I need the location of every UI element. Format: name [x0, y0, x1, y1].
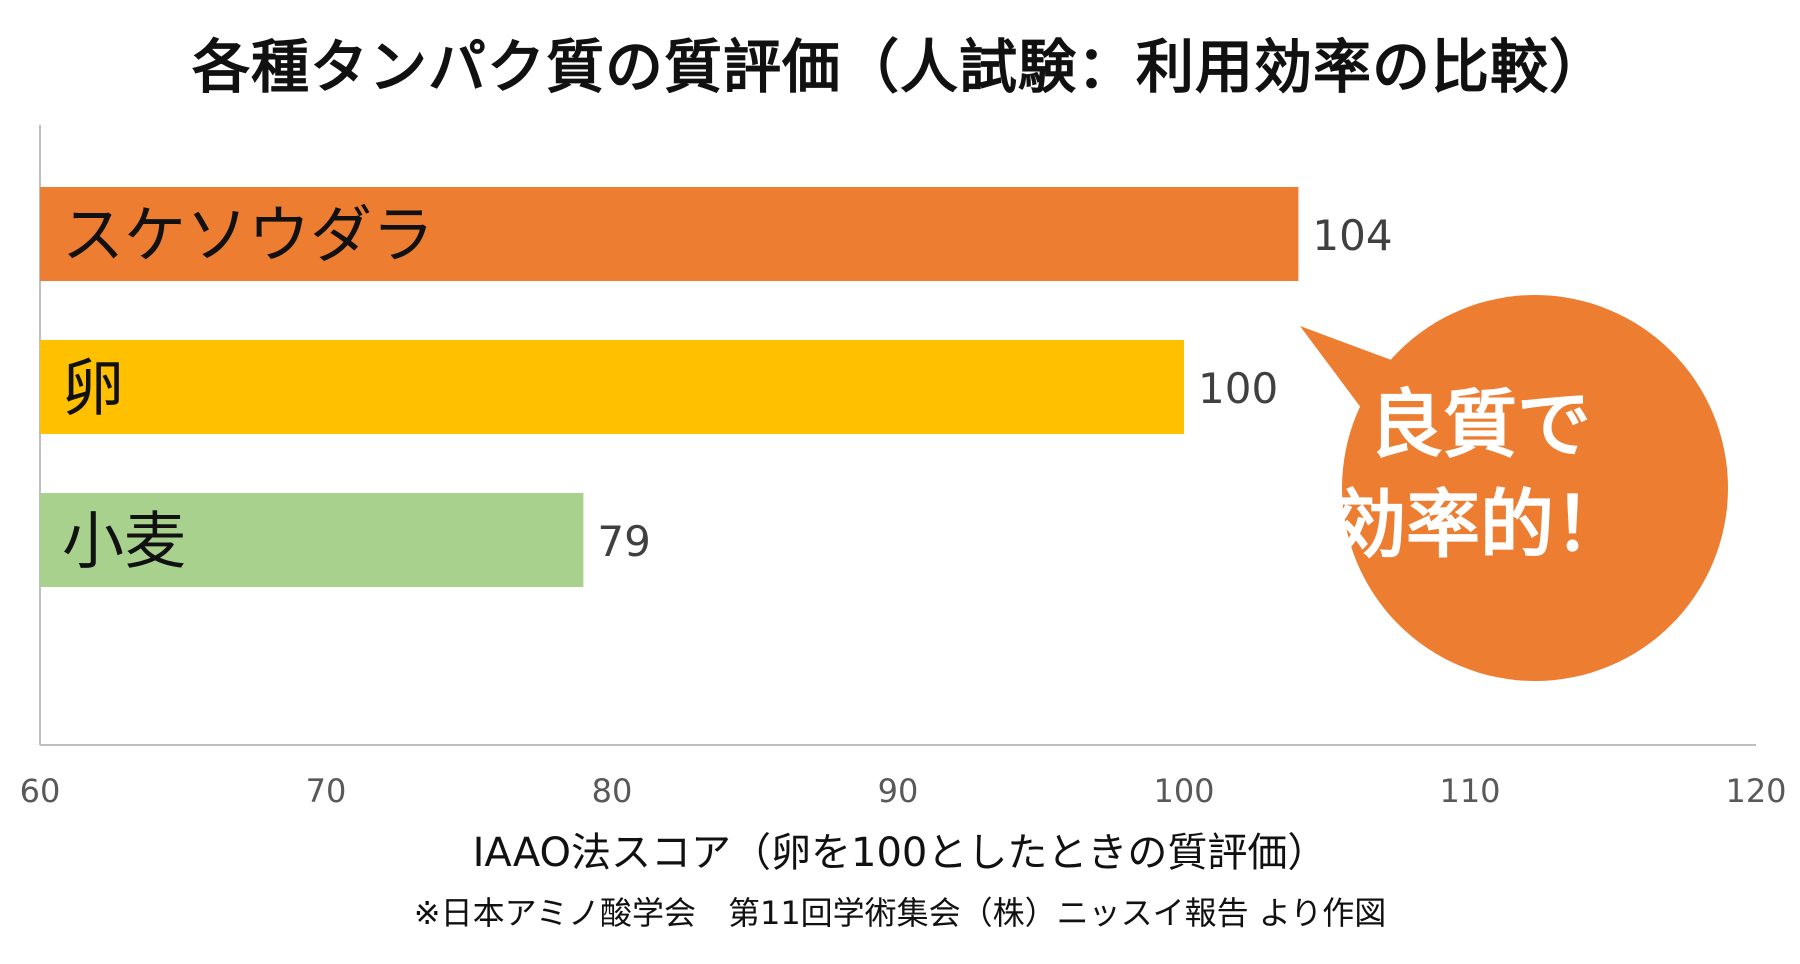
bar-0 [40, 187, 1299, 281]
x-tick-label-3: 90 [878, 772, 919, 810]
data-label-1: 100 [1198, 364, 1278, 413]
x-tick-label-4: 100 [1153, 772, 1214, 810]
category-label-2: 小麦 [62, 504, 186, 577]
callout-bubble-circle [1342, 295, 1728, 681]
bar-1 [40, 340, 1184, 434]
bar-2 [40, 493, 584, 587]
x-tick-label-2: 80 [592, 772, 633, 810]
category-label-1: 卵 [62, 351, 124, 424]
source-note: ※日本アミノ酸学会 第11回学術集会（株）ニッスイ報告 より作図 [413, 894, 1387, 932]
x-tick-labels: 60 70 80 90 100 110 120 [20, 772, 1787, 810]
callout-bubble [1300, 295, 1728, 681]
x-tick-label-6: 120 [1725, 772, 1786, 810]
data-label-2: 79 [597, 517, 650, 566]
callout-text: 良質で 効率的！ [1332, 382, 1628, 568]
category-label-0: スケソウダラ [62, 198, 434, 271]
x-axis-label: IAAO法スコア（卵を100としたときの質評価） [472, 830, 1328, 876]
x-tick-label-5: 110 [1439, 772, 1500, 810]
x-tick-label-1: 70 [306, 772, 347, 810]
callout-bubble-tail [1300, 326, 1445, 440]
bars-layer: スケソウダラ 104 卵 100 小麦 79 [40, 187, 1393, 587]
chart-title: 各種タンパク質の質評価（人試験：利用効率の比較） [191, 33, 1608, 101]
data-label-0: 104 [1312, 211, 1392, 260]
x-tick-label-0: 60 [20, 772, 61, 810]
